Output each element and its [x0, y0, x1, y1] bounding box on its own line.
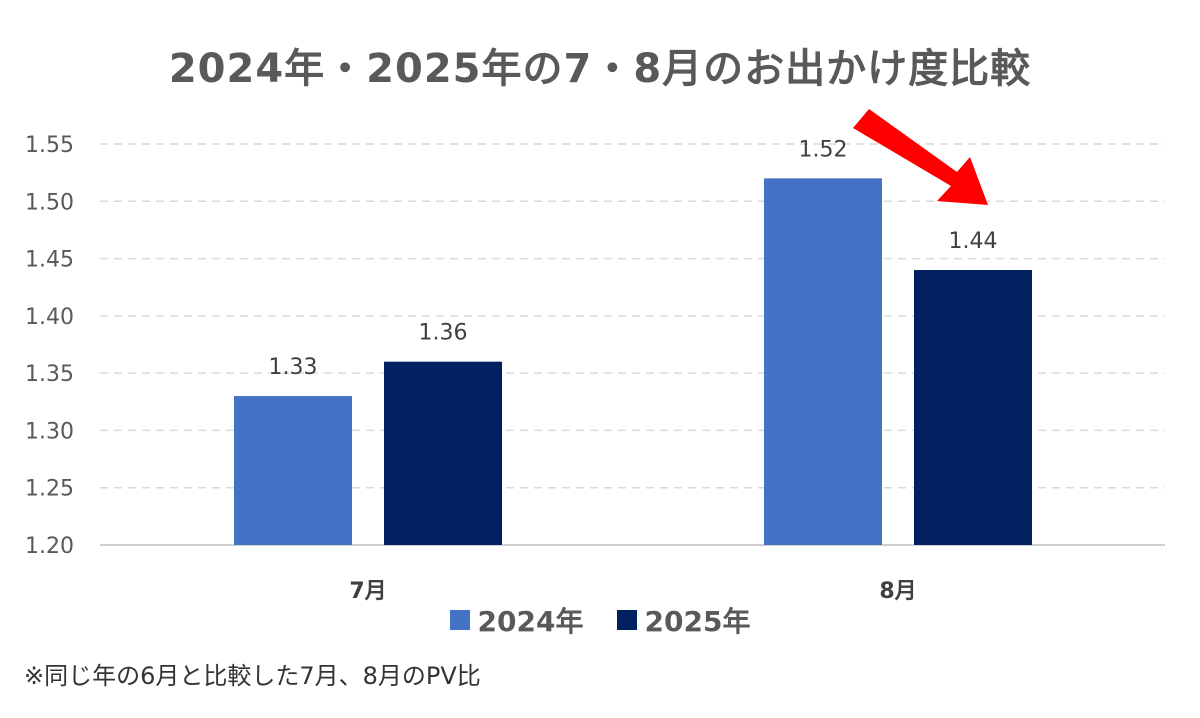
legend-swatch-2024: [449, 610, 470, 630]
bar-2025年-8月: [914, 270, 1032, 545]
data-label: 1.36: [419, 321, 468, 346]
chart-title: 2024年・2025年の7・8月のお出かけ度比較: [168, 46, 1032, 92]
y-tick-label: 1.40: [25, 305, 74, 330]
bars: [234, 178, 1032, 545]
annotation: [853, 109, 988, 205]
red-arrow-icon: [853, 109, 988, 205]
y-axis: 1.20 1.25 1.30 1.35 1.40 1.45 1.50 1.55: [25, 133, 74, 559]
data-label: 1.52: [799, 137, 848, 162]
y-tick-label: 1.20: [25, 534, 74, 559]
data-label: 1.44: [949, 229, 998, 254]
legend: 2024年 2025年: [0, 600, 1200, 640]
legend-item-2024: 2024年: [449, 600, 584, 640]
x-axis: 7月 8月: [349, 579, 916, 604]
x-category-label: 7月: [349, 579, 386, 604]
footnote: ※同じ年の6月と比較した7月、8月のPV比: [24, 662, 481, 690]
y-tick-label: 1.45: [25, 248, 74, 273]
data-label: 1.33: [269, 355, 318, 380]
y-tick-label: 1.25: [25, 477, 74, 502]
y-tick-label: 1.30: [25, 419, 74, 444]
bar-2024年-8月: [764, 178, 882, 545]
x-category-label: 8月: [879, 579, 916, 604]
legend-swatch-2025: [616, 610, 637, 630]
bar-2025年-7月: [384, 361, 502, 545]
legend-item-2025: 2025年: [616, 600, 751, 640]
data-labels: 1.33 1.36 1.52 1.44: [269, 137, 998, 380]
y-tick-label: 1.50: [25, 190, 74, 215]
bar-2024年-7月: [234, 396, 352, 545]
y-tick-label: 1.35: [25, 362, 74, 387]
legend-label-2025: 2025年: [644, 605, 751, 638]
legend-label-2024: 2024年: [477, 605, 584, 638]
y-tick-label: 1.55: [25, 133, 74, 158]
